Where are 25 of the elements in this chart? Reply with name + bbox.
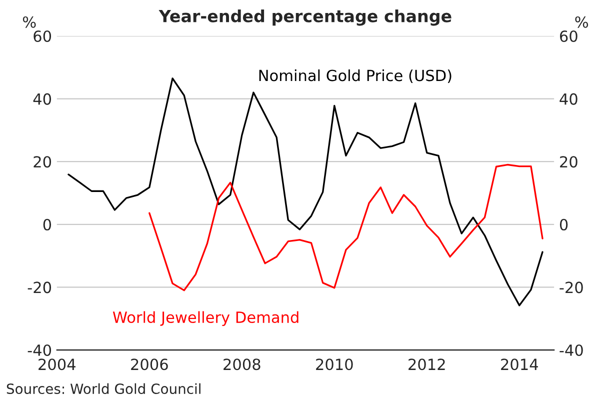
y2-tick-label: 0 xyxy=(560,218,568,230)
y-tick-label: 0 xyxy=(43,218,52,230)
y-tick-label: -20 xyxy=(28,282,52,294)
y2-tick-label: 40 xyxy=(560,93,578,105)
y2-tick-label: 60 xyxy=(560,30,578,42)
y2-tick-label: -40 xyxy=(560,344,583,356)
y-tick-label: -40 xyxy=(28,344,52,356)
x-tick-label: 2012 xyxy=(408,358,445,370)
series-label: Nominal Gold Price (USD) xyxy=(259,69,452,84)
y-tick-label: 20 xyxy=(34,156,52,168)
x-tick-label: 2014 xyxy=(501,358,538,370)
y-axis-title: % xyxy=(22,16,36,28)
y-tick-label: 40 xyxy=(33,93,52,105)
y2-tick-label: -20 xyxy=(560,282,583,294)
source-note: Sources: World Gold Council xyxy=(6,383,200,394)
y-tick-label: 60 xyxy=(34,30,52,42)
x-tick-label: 2004 xyxy=(38,358,76,370)
text: World Jewellery Demand xyxy=(112,311,298,326)
y2-axis-title: % xyxy=(575,16,588,28)
x-tick-label: 2008 xyxy=(224,358,260,370)
x-tick-label: 2010 xyxy=(316,358,353,370)
x-tick-label: 2006 xyxy=(131,358,168,370)
line-series xyxy=(148,164,544,292)
y2-tick-label: 20 xyxy=(560,156,578,168)
chart-title: Year-ended percentage change xyxy=(158,9,452,26)
